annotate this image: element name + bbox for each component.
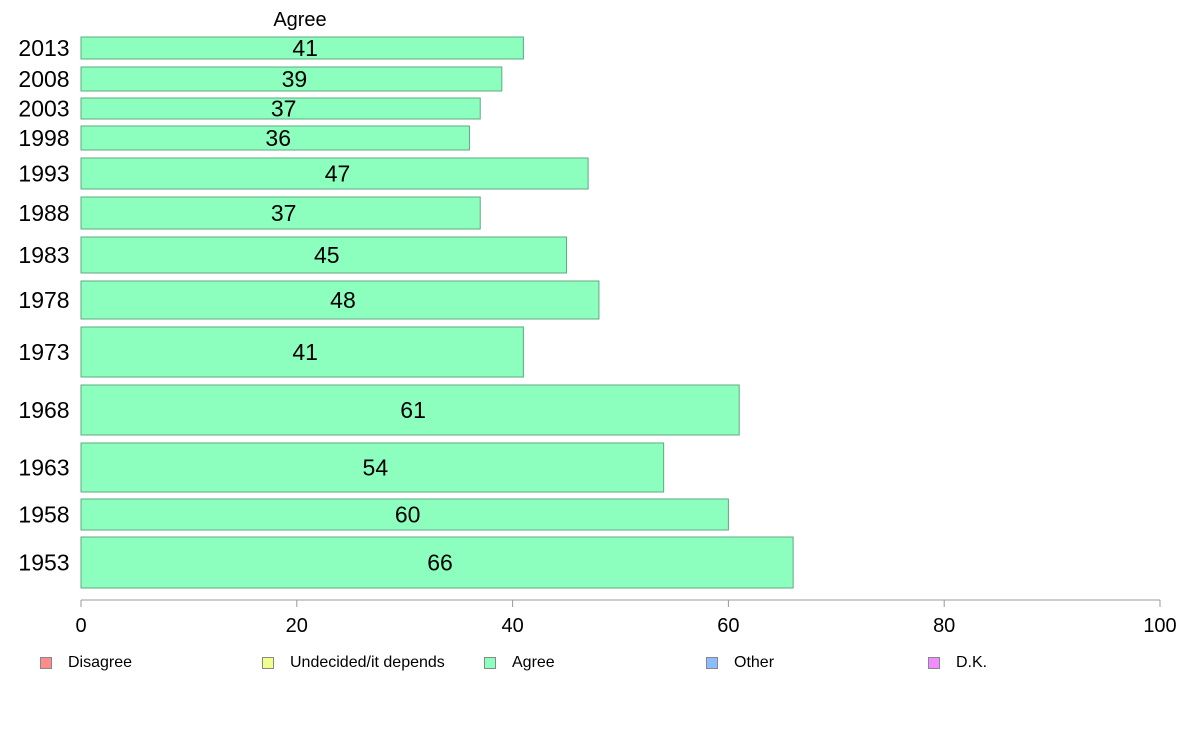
x-tick-label-20: 20 — [286, 615, 308, 637]
bar-1978 — [80, 280, 600, 320]
x-tick-label-40: 40 — [501, 615, 523, 637]
legend-label: D.K. — [956, 654, 988, 671]
category-label-1978: 1978 — [18, 287, 69, 313]
bar-1993 — [80, 157, 589, 190]
legend-label: Disagree — [68, 654, 133, 671]
bar-1973 — [80, 326, 524, 378]
bar-1998 — [80, 125, 470, 151]
bar-1958 — [80, 498, 729, 531]
category-label-1953: 1953 — [18, 550, 69, 576]
legend: Disagree Undecided/it depends Agree Other D.… — [0, 650, 1188, 678]
x-tick-label-100: 100 — [1143, 615, 1176, 637]
legend-item: Undecided/it depends — [262, 654, 445, 672]
legend-swatch — [706, 657, 718, 669]
category-label-1968: 1968 — [18, 397, 69, 423]
value-label-1968: 61 — [400, 397, 426, 423]
value-label-2013: 41 — [292, 35, 318, 61]
value-label-1963: 54 — [363, 455, 389, 481]
bar-1983 — [80, 236, 568, 274]
legend-label: Undecided/it depends — [290, 654, 445, 671]
bar-chart: Agree 2013 41 2008 39 2003 37 1998 36 1993 47 1988… — [18, 9, 1177, 637]
legend-swatch — [928, 657, 940, 669]
category-label-2003: 2003 — [18, 96, 69, 122]
category-label-1963: 1963 — [18, 455, 69, 481]
x-tick-label-80: 80 — [933, 615, 955, 637]
legend-swatch — [40, 657, 52, 669]
bar-2013 — [80, 36, 524, 60]
category-label-1958: 1958 — [18, 502, 69, 528]
value-label-2008: 39 — [282, 66, 308, 92]
bar-2003 — [80, 97, 481, 120]
category-label-1988: 1988 — [18, 200, 69, 226]
legend-label: Other — [734, 654, 775, 671]
value-label-1998: 36 — [265, 125, 291, 151]
legend-swatch — [484, 657, 496, 669]
legend-item: Agree — [484, 654, 555, 672]
value-label-1958: 60 — [395, 502, 421, 528]
x-tick-label-0: 0 — [75, 615, 86, 637]
category-label-1993: 1993 — [18, 161, 69, 187]
category-label-1983: 1983 — [18, 242, 69, 268]
value-label-1993: 47 — [325, 161, 351, 187]
value-label-1978: 48 — [330, 287, 356, 313]
category-label-1998: 1998 — [18, 125, 69, 151]
legend-swatch — [262, 657, 274, 669]
chart-title: Agree — [273, 9, 326, 31]
category-label-2013: 2013 — [18, 35, 69, 61]
legend-item: Disagree — [40, 654, 132, 672]
x-tick-label-60: 60 — [717, 615, 739, 637]
legend-item: Other — [706, 654, 774, 672]
value-label-1988: 37 — [271, 200, 297, 226]
legend-label: Agree — [512, 654, 555, 671]
legend-item: D.K. — [928, 654, 987, 672]
bar-1953 — [80, 536, 794, 589]
x-axis: 0 20 40 60 80 100 — [75, 599, 1177, 637]
bar-1988 — [80, 196, 481, 230]
bar-1968 — [80, 384, 740, 436]
category-label-1973: 1973 — [18, 339, 69, 365]
bar-2008 — [80, 66, 503, 92]
value-label-2003: 37 — [271, 96, 297, 122]
value-label-1973: 41 — [292, 339, 318, 365]
value-label-1983: 45 — [314, 242, 340, 268]
category-label-2008: 2008 — [18, 66, 69, 92]
bar-1963 — [80, 442, 665, 493]
bars-group: 2013 41 2008 39 2003 37 1998 36 1993 47 1988 37 1983… — [18, 35, 794, 589]
value-label-1953: 66 — [427, 550, 453, 576]
